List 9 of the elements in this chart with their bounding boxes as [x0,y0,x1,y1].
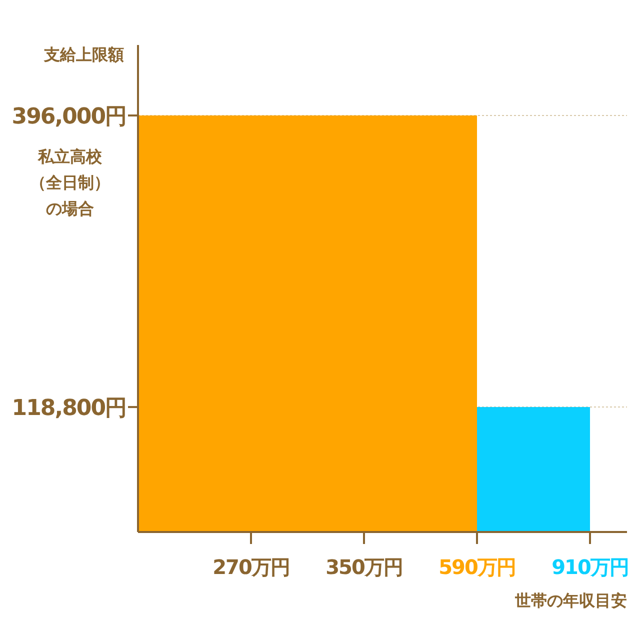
text: 私立高校（全日制）の場合 [30,147,110,218]
y-axis-title: 支給上限額 [43,45,124,64]
y-tick-label: 118,800円 [12,396,126,422]
x-axis-title: 世帯の年収目安 [514,591,627,610]
x-tick-label: 270万円 [212,555,290,579]
y-tick-label: 396,000円 [12,104,126,130]
x-tick-label: 350万円 [326,555,402,579]
x-tick-label: 910万円 [552,555,628,579]
x-tick-label: 590万円 [438,555,516,579]
